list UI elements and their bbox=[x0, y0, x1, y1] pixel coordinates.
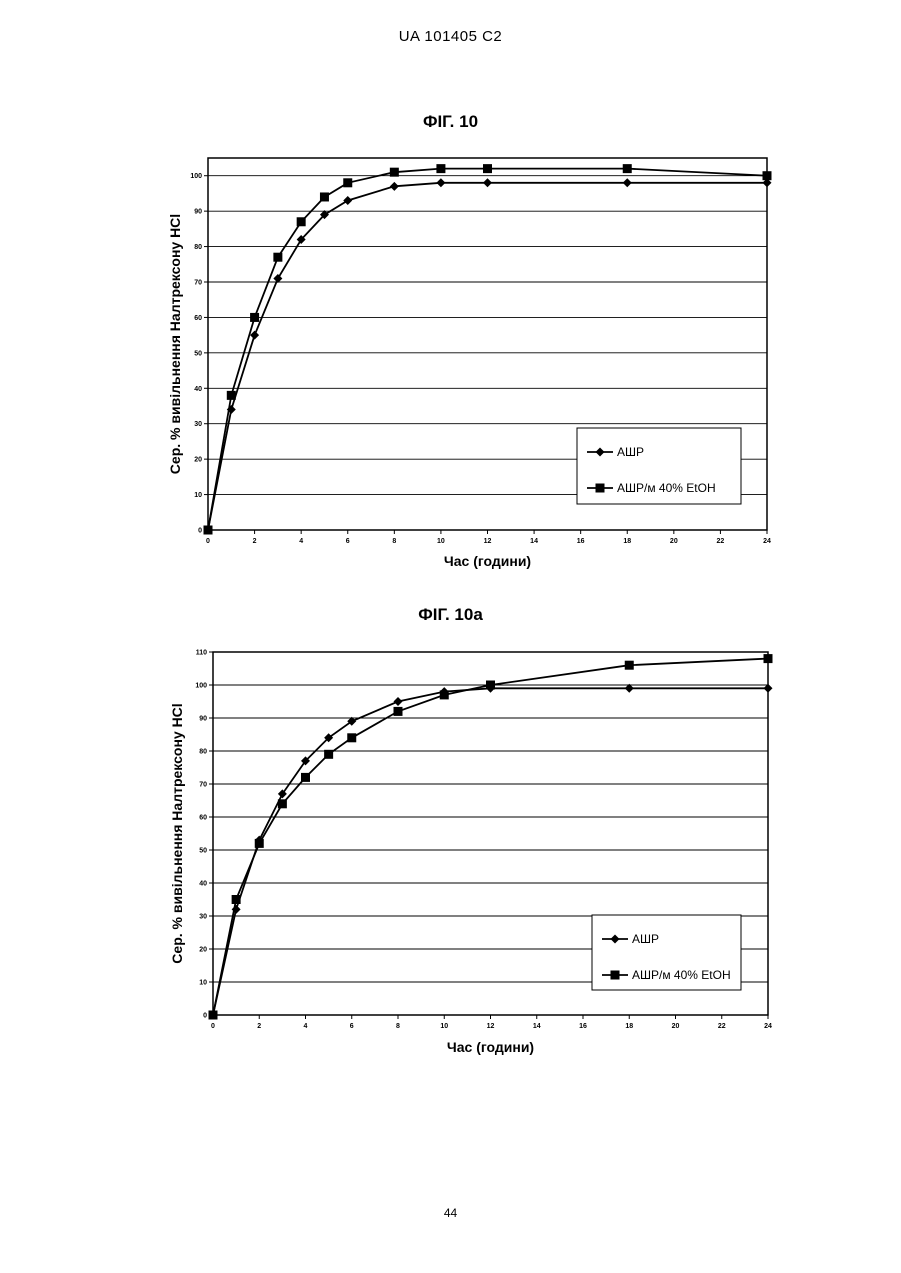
x-tick-label-24: 24 bbox=[764, 1023, 772, 1030]
y-tick-label-90: 90 bbox=[199, 716, 207, 723]
series-2-point-1 bbox=[232, 895, 241, 904]
chart-2-plot-group: 0102030405060708090100110024681012141618… bbox=[169, 650, 773, 1056]
y-tick-label-20: 20 bbox=[199, 947, 207, 954]
series-2-point-18 bbox=[625, 661, 634, 670]
y-tick-label-60: 60 bbox=[199, 815, 207, 822]
y-tick-label-110: 110 bbox=[196, 650, 207, 657]
x-tick-label-16: 16 bbox=[579, 1023, 587, 1030]
y-tick-label-80: 80 bbox=[199, 749, 207, 756]
x-tick-label-12: 12 bbox=[487, 1023, 495, 1030]
legend-label-2: АШР/м 40% EtOH bbox=[632, 968, 731, 982]
y-tick-label-40: 40 bbox=[199, 881, 207, 888]
x-tick-label-2: 2 bbox=[257, 1023, 261, 1030]
y-tick-label-70: 70 bbox=[199, 782, 207, 789]
x-tick-label-18: 18 bbox=[625, 1023, 633, 1030]
y-tick-label-30: 30 bbox=[199, 914, 207, 921]
series-2-point-12 bbox=[486, 681, 495, 690]
x-axis-label: Час (години) bbox=[447, 1039, 534, 1055]
y-tick-label-0: 0 bbox=[203, 1013, 207, 1020]
series-2-point-2 bbox=[255, 839, 264, 848]
y-tick-label-100: 100 bbox=[195, 683, 207, 690]
x-tick-label-4: 4 bbox=[304, 1023, 308, 1030]
x-tick-label-10: 10 bbox=[440, 1023, 448, 1030]
legend-label-1: АШР bbox=[632, 932, 659, 946]
series-2-point-3 bbox=[278, 799, 287, 808]
x-tick-label-0: 0 bbox=[211, 1023, 215, 1030]
series-2-point-4 bbox=[301, 773, 310, 782]
x-tick-label-8: 8 bbox=[396, 1023, 400, 1030]
x-tick-label-14: 14 bbox=[533, 1023, 541, 1030]
x-tick-label-22: 22 bbox=[718, 1023, 726, 1030]
y-tick-label-10: 10 bbox=[199, 980, 207, 987]
y-tick-label-50: 50 bbox=[199, 848, 207, 855]
series-2-point-0 bbox=[209, 1011, 218, 1020]
series-2-point-5 bbox=[324, 750, 333, 759]
series-2-point-24 bbox=[764, 654, 773, 663]
x-tick-label-6: 6 bbox=[350, 1023, 354, 1030]
page-number: 44 bbox=[0, 1206, 901, 1220]
series-2-point-6 bbox=[347, 733, 356, 742]
legend-marker-2 bbox=[611, 971, 620, 980]
series-2-point-8 bbox=[394, 707, 403, 716]
x-tick-label-20: 20 bbox=[672, 1023, 680, 1030]
series-2-point-10 bbox=[440, 690, 449, 699]
y-axis-label: Сер. % вивільнення Налтрексону HCl bbox=[169, 703, 185, 963]
